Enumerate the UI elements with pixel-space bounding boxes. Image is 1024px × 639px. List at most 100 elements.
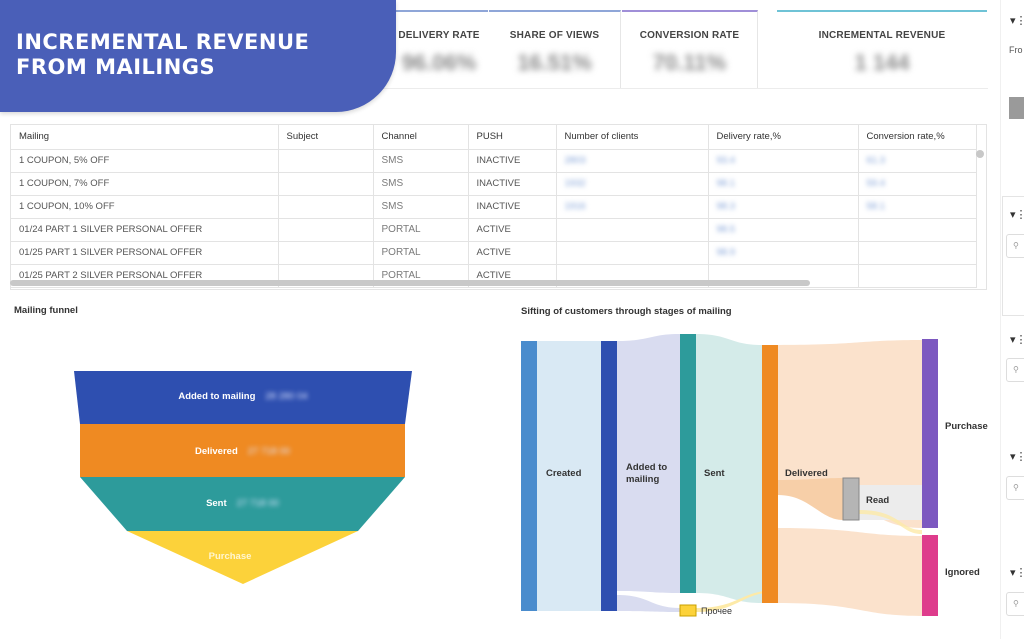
cell-mailing: 1 COUPON, 5% OFF xyxy=(11,149,279,173)
column-header-subject[interactable]: Subject xyxy=(278,125,374,150)
sankey-link xyxy=(696,334,762,603)
cell-delivery-rate: 98.5 xyxy=(708,218,859,242)
sankey-label-added: Added to mailing xyxy=(626,462,668,485)
cell-subject xyxy=(278,218,374,242)
cell-delivery-rate: 98.3 xyxy=(708,195,859,219)
funnel-label-added: Added to mailing 28 280 04 xyxy=(178,391,308,402)
sankey-label-delivered: Delivered xyxy=(785,468,828,479)
kpi-divider xyxy=(360,88,988,89)
cell-clients: 1932 xyxy=(556,172,709,196)
sankey-node-ignored xyxy=(922,535,938,616)
column-header-delivery-rate[interactable]: Delivery rate,% xyxy=(708,125,859,150)
table-row[interactable]: 01/25 PART 1 SILVER PERSONAL OFFER PORTA… xyxy=(11,241,977,265)
filter-card xyxy=(1002,196,1024,316)
sankey-node-added xyxy=(601,341,617,611)
cell-push: INACTIVE xyxy=(468,195,557,219)
filter-apply-button[interactable] xyxy=(1009,97,1024,119)
sankey-link xyxy=(696,590,778,612)
sankey-link xyxy=(859,510,922,534)
kpi-value: 96.06% xyxy=(401,50,477,75)
cell-delivery-rate: 98.9 xyxy=(708,241,859,265)
column-header-number-of-clients[interactable]: Number of clients xyxy=(556,125,709,150)
sankey-node-other xyxy=(679,604,697,617)
sankey-label-read: Read xyxy=(866,495,890,506)
funnel-label-sent: Sent 27 718 00 xyxy=(206,498,279,509)
table-row[interactable]: 01/24 PART 1 SILVER PERSONAL OFFER PORTA… xyxy=(11,218,977,242)
filter-icon[interactable]: ▾⋮ xyxy=(1010,209,1024,221)
sankey-label-other: Прочее xyxy=(701,606,732,616)
sankey-title: Sifting of customers through stages of m… xyxy=(521,306,732,317)
kpi-share-of-views: SHARE OF VIEWS 16.51% xyxy=(489,10,621,88)
cell-channel: SMS xyxy=(373,172,469,196)
sankey-chart xyxy=(521,334,938,617)
table-row[interactable]: 1 COUPON, 7% OFF SMS INACTIVE 1932 98.1 … xyxy=(11,172,977,196)
title-banner: INCREMENTAL REVENUE FROM MAILINGS xyxy=(0,0,396,112)
sankey-label-purchase: Purchase xyxy=(945,421,988,432)
cell-push: INACTIVE xyxy=(468,172,557,196)
filter-from-label: Fro xyxy=(1009,45,1023,55)
column-header-conversion-rate[interactable]: Conversion rate,% xyxy=(858,125,977,150)
filter-icon[interactable]: ▾⋮ xyxy=(1010,15,1024,27)
cell-channel: SMS xyxy=(373,195,469,219)
table-header-row: Mailing Subject Channel PUSH Number of c… xyxy=(11,125,977,150)
table-row[interactable]: 1 COUPON, 10% OFF SMS INACTIVE 1916 98.3… xyxy=(11,195,977,219)
sankey-node-purchase xyxy=(922,339,938,528)
cell-subject xyxy=(278,241,374,265)
cell-channel: PORTAL xyxy=(373,241,469,265)
cell-delivery-rate: 98.1 xyxy=(708,172,859,196)
column-header-push[interactable]: PUSH xyxy=(468,125,557,150)
sankey-node-sent xyxy=(680,334,696,593)
cell-channel: PORTAL xyxy=(373,218,469,242)
sankey-link xyxy=(617,595,680,612)
funnel-title: Mailing funnel xyxy=(14,305,78,316)
table-horizontal-scrollbar[interactable] xyxy=(10,280,810,286)
funnel-chart xyxy=(74,371,412,584)
sankey-node-delivered xyxy=(762,345,778,603)
funnel-stage-sent xyxy=(80,477,405,531)
funnel-stage-purchase xyxy=(127,531,358,584)
search-input[interactable]: ⚲ xyxy=(1006,476,1024,500)
page-title-line1: INCREMENTAL REVENUE xyxy=(16,30,310,54)
cell-conversion-rate xyxy=(858,264,977,288)
page-title: INCREMENTAL REVENUE FROM MAILINGS xyxy=(16,30,309,80)
funnel-label-purchase: Purchase xyxy=(208,551,252,562)
sankey-node-created xyxy=(521,341,537,611)
search-input[interactable]: ⚲ xyxy=(1006,234,1024,258)
cell-push: ACTIVE xyxy=(468,218,557,242)
kpi-incremental-revenue: INCREMENTAL REVENUE 1 144 xyxy=(777,10,987,88)
cell-clients xyxy=(556,218,709,242)
cell-mailing: 1 COUPON, 10% OFF xyxy=(11,195,279,219)
cell-clients: 1916 xyxy=(556,195,709,219)
cell-mailing: 1 COUPON, 7% OFF xyxy=(11,172,279,196)
cell-push: INACTIVE xyxy=(468,149,557,173)
sankey-label-sent: Sent xyxy=(704,468,725,479)
kpi-label: SHARE OF VIEWS xyxy=(509,30,600,41)
search-input[interactable]: ⚲ xyxy=(1006,592,1024,616)
table-row[interactable]: 1 COUPON, 5% OFF SMS INACTIVE 2803 93.4 … xyxy=(11,149,977,173)
column-header-mailing[interactable]: Mailing xyxy=(11,125,279,150)
funnel-label-delivered: Delivered 27 718 00 xyxy=(194,446,291,457)
cell-conversion-rate xyxy=(858,218,977,242)
cell-mailing: 01/24 PART 1 SILVER PERSONAL OFFER xyxy=(11,218,279,242)
sankey-label-ignored: Ignored xyxy=(945,567,980,578)
table-vertical-scrollbar[interactable] xyxy=(976,150,984,158)
cell-push: ACTIVE xyxy=(468,241,557,265)
search-input[interactable]: ⚲ xyxy=(1006,358,1024,382)
cell-subject xyxy=(278,172,374,196)
page-title-line2: FROM MAILINGS xyxy=(16,55,216,79)
cell-mailing: 01/25 PART 1 SILVER PERSONAL OFFER xyxy=(11,241,279,265)
cell-conversion-rate xyxy=(858,241,977,265)
cell-conversion-rate: 58.1 xyxy=(858,195,977,219)
cell-conversion-rate: 61.3 xyxy=(858,149,977,173)
filter-icon[interactable]: ▾⋮ xyxy=(1010,451,1024,463)
sankey-link xyxy=(537,341,601,611)
kpi-value: 1 144 xyxy=(854,50,910,75)
kpi-conversion-rate: CONVERSION RATE 70.11% xyxy=(622,10,758,88)
sankey-link xyxy=(778,478,843,520)
filter-icon[interactable]: ▾⋮ xyxy=(1010,567,1024,579)
column-header-channel[interactable]: Channel xyxy=(373,125,469,150)
filter-icon[interactable]: ▾⋮ xyxy=(1010,334,1024,346)
kpi-label: DELIVERY RATE xyxy=(398,30,480,41)
mailings-table[interactable]: Mailing Subject Channel PUSH Number of c… xyxy=(10,124,987,290)
